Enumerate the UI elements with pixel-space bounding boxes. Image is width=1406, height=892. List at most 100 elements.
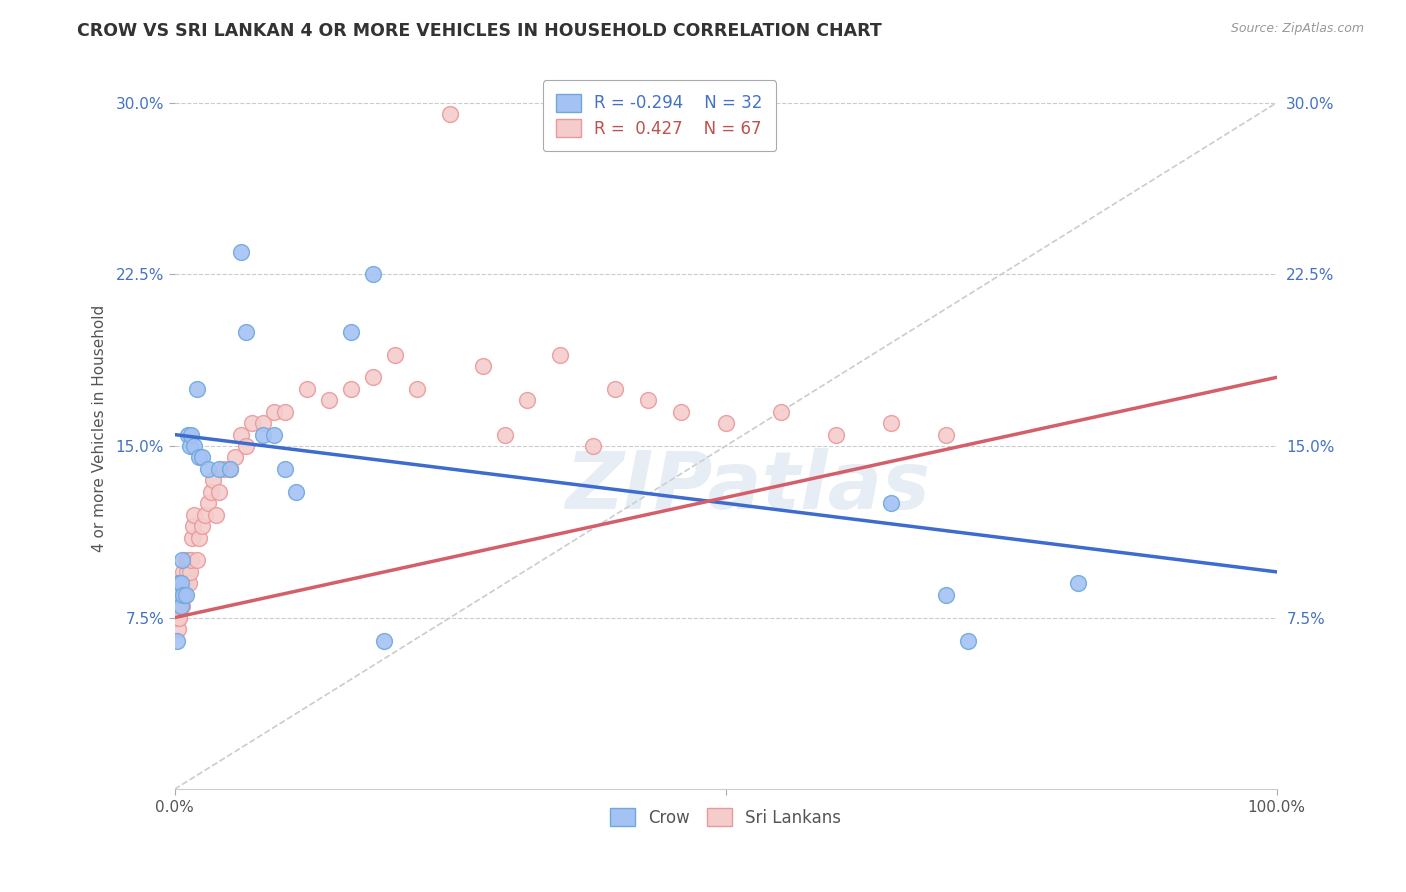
Point <box>956 633 979 648</box>
Point <box>172 553 194 567</box>
Point <box>167 610 190 624</box>
Point <box>274 405 297 419</box>
Point <box>167 588 190 602</box>
Point <box>295 382 318 396</box>
Point <box>200 484 222 499</box>
Point <box>172 588 194 602</box>
Y-axis label: 4 or more Vehicles in Household: 4 or more Vehicles in Household <box>93 305 107 552</box>
Point <box>212 462 235 476</box>
Point <box>218 462 240 476</box>
Point <box>880 416 903 430</box>
Point <box>183 439 205 453</box>
Point <box>191 519 214 533</box>
Point <box>361 370 384 384</box>
Point <box>202 474 225 488</box>
Legend: Crow, Sri Lankans: Crow, Sri Lankans <box>602 799 849 835</box>
Point <box>186 553 208 567</box>
Point <box>205 508 228 522</box>
Point <box>187 531 209 545</box>
Point <box>170 599 193 614</box>
Point <box>224 450 246 465</box>
Point <box>177 576 200 591</box>
Point <box>218 462 240 476</box>
Point <box>167 610 190 624</box>
Point <box>167 599 190 614</box>
Point <box>318 393 340 408</box>
Point <box>172 565 194 579</box>
Point <box>169 588 191 602</box>
Point <box>179 565 201 579</box>
Point <box>177 427 200 442</box>
Point <box>548 347 571 361</box>
Point <box>494 427 516 442</box>
Point <box>516 393 538 408</box>
Point <box>235 325 257 339</box>
Point <box>229 427 252 442</box>
Point <box>935 427 957 442</box>
Point <box>208 484 231 499</box>
Point <box>181 519 204 533</box>
Point <box>166 633 188 648</box>
Point <box>174 553 197 567</box>
Point <box>166 599 188 614</box>
Point <box>165 610 187 624</box>
Point <box>176 565 198 579</box>
Point <box>235 439 257 453</box>
Point <box>197 496 219 510</box>
Point <box>340 382 363 396</box>
Point <box>180 553 202 567</box>
Point <box>167 588 190 602</box>
Point <box>167 576 190 591</box>
Point <box>172 588 194 602</box>
Point <box>166 610 188 624</box>
Point <box>880 496 903 510</box>
Point <box>167 622 190 636</box>
Point <box>340 325 363 339</box>
Point <box>935 588 957 602</box>
Point <box>174 588 197 602</box>
Point <box>769 405 792 419</box>
Point <box>174 576 197 591</box>
Point <box>472 359 495 373</box>
Point <box>439 107 461 121</box>
Point <box>406 382 429 396</box>
Point <box>240 416 263 430</box>
Point <box>229 244 252 259</box>
Point <box>274 462 297 476</box>
Point <box>177 553 200 567</box>
Point <box>637 393 659 408</box>
Point <box>183 508 205 522</box>
Point <box>170 588 193 602</box>
Point <box>263 405 285 419</box>
Point <box>263 427 285 442</box>
Point <box>252 416 274 430</box>
Point <box>165 588 187 602</box>
Point <box>170 576 193 591</box>
Point <box>180 427 202 442</box>
Point <box>187 450 209 465</box>
Point <box>181 531 204 545</box>
Point <box>197 462 219 476</box>
Text: CROW VS SRI LANKAN 4 OR MORE VEHICLES IN HOUSEHOLD CORRELATION CHART: CROW VS SRI LANKAN 4 OR MORE VEHICLES IN… <box>77 22 882 40</box>
Point <box>824 427 846 442</box>
Point <box>252 427 274 442</box>
Point <box>170 576 193 591</box>
Point <box>284 484 307 499</box>
Point <box>605 382 627 396</box>
Text: ZIPatlas: ZIPatlas <box>565 448 931 525</box>
Point <box>172 576 194 591</box>
Point <box>179 439 201 453</box>
Point <box>671 405 693 419</box>
Point <box>191 450 214 465</box>
Point <box>172 599 194 614</box>
Text: Source: ZipAtlas.com: Source: ZipAtlas.com <box>1230 22 1364 36</box>
Point <box>173 576 195 591</box>
Point <box>582 439 605 453</box>
Point <box>194 508 217 522</box>
Point <box>384 347 406 361</box>
Point <box>373 633 395 648</box>
Point <box>361 268 384 282</box>
Point <box>1067 576 1090 591</box>
Point <box>714 416 737 430</box>
Point <box>173 588 195 602</box>
